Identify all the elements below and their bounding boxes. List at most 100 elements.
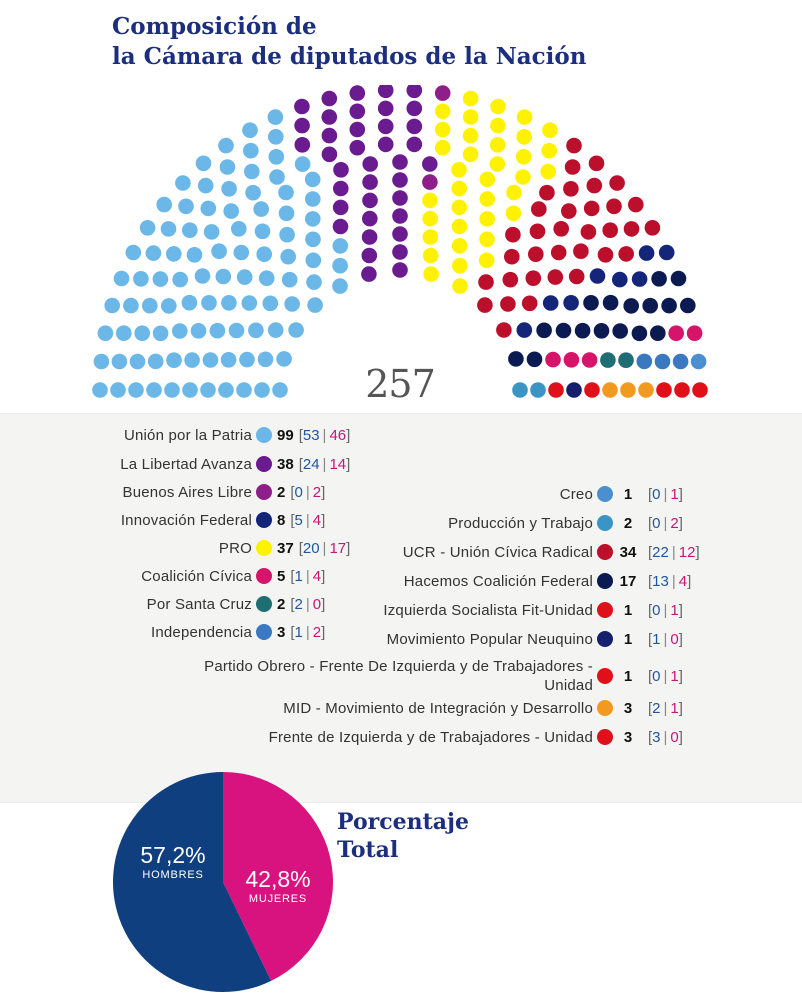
legend-gender-split: [0 | 2] [290,483,326,501]
seat-la-libertad-avanza [392,262,408,278]
seat-union-por-la-patria [175,175,191,191]
seat-union-por-la-patria [211,243,227,259]
seat-pro [451,162,467,178]
chart-title-line2: la Cámara de diputados de la Nación [112,43,587,70]
seat-union-por-la-patria [186,247,203,263]
legend-gender-split: [1 | 0] [648,630,683,648]
seat-union-por-la-patria [245,184,261,201]
seat-union-por-la-patria [241,295,258,311]
seat-union-por-la-patria [129,353,146,370]
seat-buenos-aires-libre [422,174,438,190]
legend-men-count: 3 [652,728,661,746]
legend-color-dot [597,631,613,647]
seat-union-por-la-patria [145,245,162,261]
legend-label: Producción y Trabajo [448,514,593,532]
legend-seat-count: 3 [277,623,286,641]
seat-union-por-la-patria [111,353,128,370]
seat-la-libertad-avanza [406,100,423,117]
seat-la-libertad-avanza [392,172,408,188]
seat-ucr-union-civica-radical [568,268,585,285]
legend-women-count: 0 [670,728,679,746]
legend-label: Innovación Federal [120,511,252,529]
seat-pro [462,127,479,144]
seat-union-por-la-patria [200,200,217,217]
seat-la-libertad-avanza [332,218,349,235]
seat-la-libertad-avanza [321,90,338,107]
legend-men-count: 2 [294,595,303,613]
seat-independencia [654,353,671,370]
seat-union-por-la-patria [104,297,120,314]
seat-union-por-la-patria [253,201,269,217]
seat-la-libertad-avanza [406,118,423,135]
pie-title-line1: Porcentaje [337,809,469,835]
seat-la-libertad-avanza [294,137,311,153]
legend-men-count: 0 [652,667,661,685]
hemicycle-chart [92,85,708,398]
seat-union-por-la-patria [233,244,250,261]
seat-union-por-la-patria [93,353,110,370]
seat-union-por-la-patria [257,351,274,368]
seat-mid-movimiento-de-integracion-y-desarrollo [638,382,654,398]
seat-la-libertad-avanza [321,146,338,163]
legend-women-count: 0 [312,595,322,613]
seat-ucr-union-civica-radical [583,200,600,217]
seat-union-por-la-patria [146,382,162,398]
seat-creo [690,353,707,370]
seat-por-santa-cruz [618,352,634,369]
legend-row-partido-obrero-frente-de-izquierda-y-de-trabajadores-unidad: Partido Obrero - Frente De Izquierda y d… [200,656,683,696]
seat-ucr-union-civica-radical [528,246,544,262]
seat-mid-movimiento-de-integracion-y-desarrollo [602,382,618,398]
seat-union-por-la-patria [113,270,130,287]
seat-union-por-la-patria [307,297,323,313]
seat-union-por-la-patria [128,382,144,398]
seat-hacemos-coalicion-federal [680,297,696,314]
seat-union-por-la-patria [228,322,245,339]
legend-seat-count: 38 [277,455,294,473]
legend-row-buenos-aires-libre: Buenos Aires Libre 2 [0 | 2] [60,481,325,503]
seat-union-por-la-patria [209,322,226,339]
seat-pro [462,109,479,125]
legend-color-dot [597,668,613,684]
seat-ucr-union-civica-radical [502,271,519,288]
seat-union-por-la-patria [156,196,172,213]
legend-gender-split: [0 | 1] [648,485,683,503]
chart-title-line1: Composición de [112,13,317,40]
seat-la-libertad-avanza [392,244,408,260]
seat-ucr-union-civica-radical [561,203,577,219]
seat-union-por-la-patria [110,382,126,398]
legend-gender-split: [22 | 12] [648,543,700,561]
legend-seat-count: 37 [277,539,294,557]
seat-pro [479,191,496,207]
seat-ucr-union-civica-radical [504,248,520,265]
legend-row-innovacion-federal: Innovación Federal 8 [5 | 4] [60,509,325,531]
legend-row-hacemos-coalicion-federal: Hacemos Coalición Federal 17 [13 | 4] [200,570,692,592]
seat-union-por-la-patria [305,211,321,227]
pie-slice-mujeres [223,772,333,981]
seat-la-libertad-avanza [422,156,438,172]
seat-la-libertad-avanza [362,174,378,190]
seat-union-por-la-patria [202,352,219,368]
seat-union-por-la-patria [139,220,156,236]
seat-ucr-union-civica-radical [644,220,661,236]
seat-hacemos-coalicion-federal [661,297,677,314]
legend-men-count: 1 [294,623,303,641]
seat-pro [422,192,438,209]
legend-women-count: 0 [670,630,679,648]
seat-union-por-la-patria [164,382,180,398]
legend-label: MID - Movimiento de Integración y Desarr… [283,699,593,717]
seat-hacemos-coalicion-federal [602,294,619,311]
seat-la-libertad-avanza [349,139,366,156]
legend-panel: Unión por la Patria 99 [53 | 46] La Libertad … [0,413,802,803]
seat-pro [451,218,468,235]
seat-la-libertad-avanza [406,85,423,99]
seat-hacemos-coalicion-federal [526,351,543,368]
chart-title: Composición de la Cámara de diputados de… [112,12,632,72]
seat-pro [490,98,506,115]
seat-union-por-la-patria [220,352,237,368]
legend-gender-split: [3 | 0] [648,728,683,746]
legend-men-count: 0 [652,514,661,532]
total-seats: 257 [365,362,436,406]
seat-la-libertad-avanza [361,247,378,264]
legend-row-movimiento-popular-neuquino: Movimiento Popular Neuquino 1 [1 | 0] [200,628,683,650]
seat-ucr-union-civica-radical [602,222,618,238]
